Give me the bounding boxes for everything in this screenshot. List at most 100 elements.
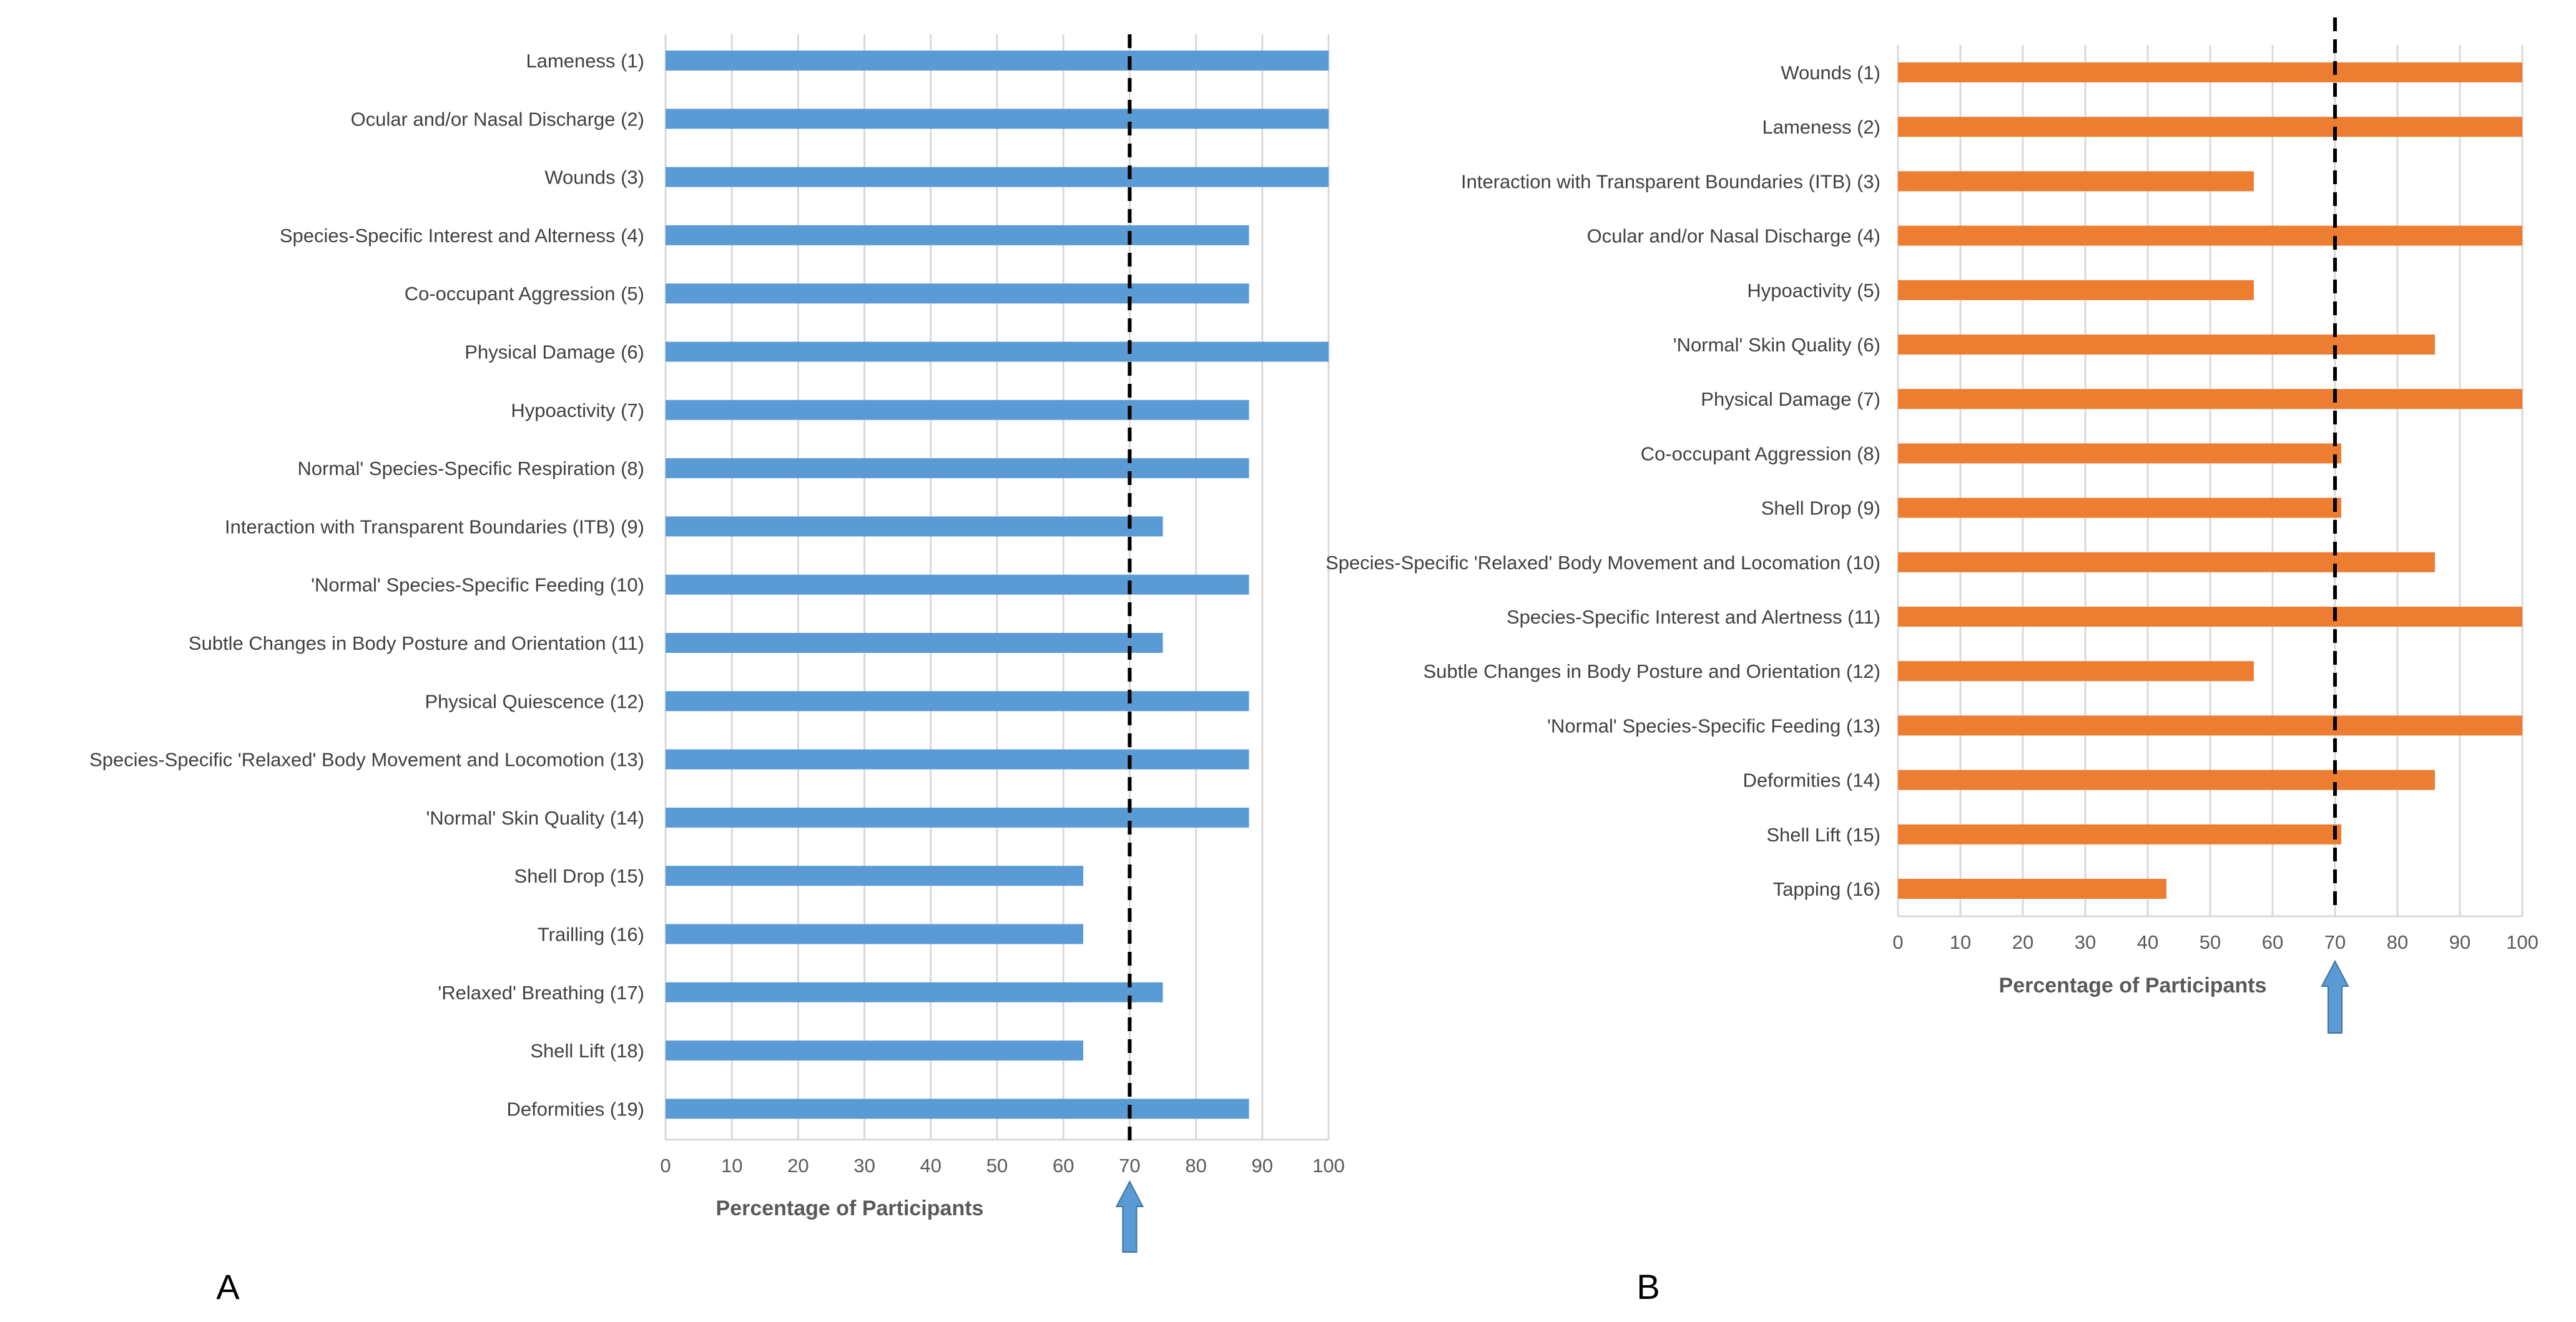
x-tick-label: 10	[1950, 931, 1971, 953]
category-label: Physical Quiescence (12)	[425, 690, 645, 712]
panel-b-chart: 0 10 20 30 40 50 60 70 80 90 100 Wounds (1) Lameness…	[1325, 17, 2539, 1306]
x-tick-label: 100	[2506, 931, 2539, 953]
category-label: Lameness (1)	[526, 50, 644, 72]
category-label: 'Normal' Skin Quality (14)	[426, 807, 645, 829]
bar	[1898, 117, 2522, 137]
category-label: Shell Drop (9)	[1761, 497, 1880, 519]
bar	[666, 807, 1249, 828]
category-label: Physical Damage (6)	[465, 341, 644, 363]
panel-label: B	[1636, 1267, 1659, 1306]
category-label: Interaction with Transparent Boundaries …	[1461, 170, 1880, 192]
category-label: Hypoactivity (7)	[511, 399, 644, 421]
category-label: Co-occupant Aggression (8)	[1641, 443, 1880, 464]
bar	[666, 574, 1249, 595]
x-tick-label: 20	[2012, 931, 2033, 953]
category-label: Co-occupant Aggression (5)	[405, 283, 644, 305]
bar	[666, 633, 1163, 653]
category-label: Shell Lift (18)	[530, 1040, 644, 1062]
category-label: Species-Specific 'Relaxed' Body Movement…	[1325, 552, 1880, 574]
threshold-arrow-icon	[1115, 1180, 1144, 1253]
category-label: Ocular and/or Nasal Discharge (2)	[351, 108, 644, 130]
category-label: Interaction with Transparent Boundaries …	[225, 516, 644, 537]
category-label: Wounds (3)	[544, 167, 644, 189]
x-tick-label: 100	[1312, 1155, 1345, 1177]
category-label: Hypoactivity (5)	[1747, 280, 1880, 301]
x-tick-label: 40	[920, 1155, 941, 1177]
category-label: Subtle Changes in Body Posture and Orien…	[189, 632, 644, 654]
category-label: Normal' Species-Specific Respiration (8)	[297, 458, 644, 479]
category-label: Ocular and/or Nasal Discharge (4)	[1587, 225, 1880, 247]
x-tick-label: 60	[1053, 1155, 1074, 1177]
x-tick-label: 10	[721, 1155, 742, 1177]
bar	[666, 866, 1084, 886]
category-label: Shell Drop (15)	[514, 865, 644, 887]
bar	[1898, 715, 2522, 736]
bar	[666, 749, 1249, 770]
bar	[666, 924, 1084, 944]
x-axis-title: Percentage of Participants	[716, 1197, 984, 1220]
category-label: Deformities (14)	[1743, 770, 1881, 791]
bar	[1898, 879, 2166, 899]
bar	[1898, 661, 2254, 682]
bar	[1898, 225, 2522, 246]
bar	[1898, 770, 2435, 790]
x-tick-label: 50	[2200, 931, 2221, 953]
panel-label: A	[216, 1267, 240, 1306]
category-label: Trailling (16)	[538, 924, 644, 946]
bar	[1898, 497, 2341, 518]
bar	[666, 516, 1163, 537]
x-tick-label: 80	[1185, 1155, 1206, 1177]
bar	[666, 167, 1329, 187]
category-label: Species-Specific 'Relaxed' Body Movement…	[89, 749, 644, 771]
category-label: 'Normal' Species-Specific Feeding (10)	[311, 574, 644, 596]
threshold-arrow-icon	[2321, 959, 2349, 1034]
x-tick-label: 50	[986, 1155, 1008, 1177]
category-label: Physical Damage (7)	[1701, 388, 1880, 410]
bar	[666, 283, 1249, 304]
category-label: Species-Specific Interest and Alertness …	[1507, 606, 1880, 628]
bar	[666, 1040, 1084, 1061]
category-label: Tapping (16)	[1773, 878, 1880, 900]
bar	[1898, 552, 2435, 572]
bar	[1898, 824, 2341, 845]
x-tick-label: 80	[2387, 931, 2408, 953]
bar	[666, 1099, 1249, 1119]
x-tick-label: 70	[2324, 931, 2346, 953]
bar	[1898, 62, 2522, 82]
x-tick-label: 0	[1892, 931, 1903, 953]
bar	[666, 225, 1249, 245]
category-label: 'Relaxed' Breathing (17)	[438, 982, 644, 1004]
x-tick-label: 20	[787, 1155, 809, 1177]
bar	[666, 109, 1329, 129]
category-label: 'Normal' Skin Quality (6)	[1673, 334, 1880, 356]
bar	[1898, 607, 2522, 627]
category-label: Shell Lift (15)	[1766, 824, 1880, 846]
x-tick-label: 30	[2075, 931, 2096, 953]
x-tick-label: 90	[2449, 931, 2470, 953]
x-tick-label: 30	[853, 1155, 875, 1177]
bar	[666, 458, 1249, 479]
x-tick-label: 70	[1119, 1155, 1140, 1177]
bar	[1898, 171, 2254, 192]
category-label: Wounds (1)	[1781, 62, 1880, 84]
bar	[666, 51, 1329, 71]
bar	[666, 982, 1163, 1002]
category-label: Deformities (19)	[507, 1098, 645, 1120]
category-label: Species-Specific Interest and Alterness …	[280, 225, 644, 247]
bar	[1898, 389, 2522, 409]
bar	[1898, 280, 2254, 300]
x-tick-label: 60	[2262, 931, 2283, 953]
bar	[1898, 335, 2435, 355]
category-label: Lameness (2)	[1762, 116, 1880, 138]
bar	[666, 341, 1329, 362]
category-label: Subtle Changes in Body Posture and Orien…	[1423, 660, 1880, 682]
panel-a-chart: 0 10 20 30 40 50 60 70 80 90 100 Lameness (1) Ocular…	[89, 34, 1345, 1306]
category-label: 'Normal' Species-Specific Feeding (13)	[1547, 715, 1880, 737]
x-tick-label: 90	[1252, 1155, 1273, 1177]
bar	[666, 399, 1249, 420]
bar	[1898, 443, 2341, 464]
bar	[666, 691, 1249, 712]
x-tick-label: 40	[2137, 931, 2158, 953]
x-tick-label: 0	[660, 1155, 671, 1177]
